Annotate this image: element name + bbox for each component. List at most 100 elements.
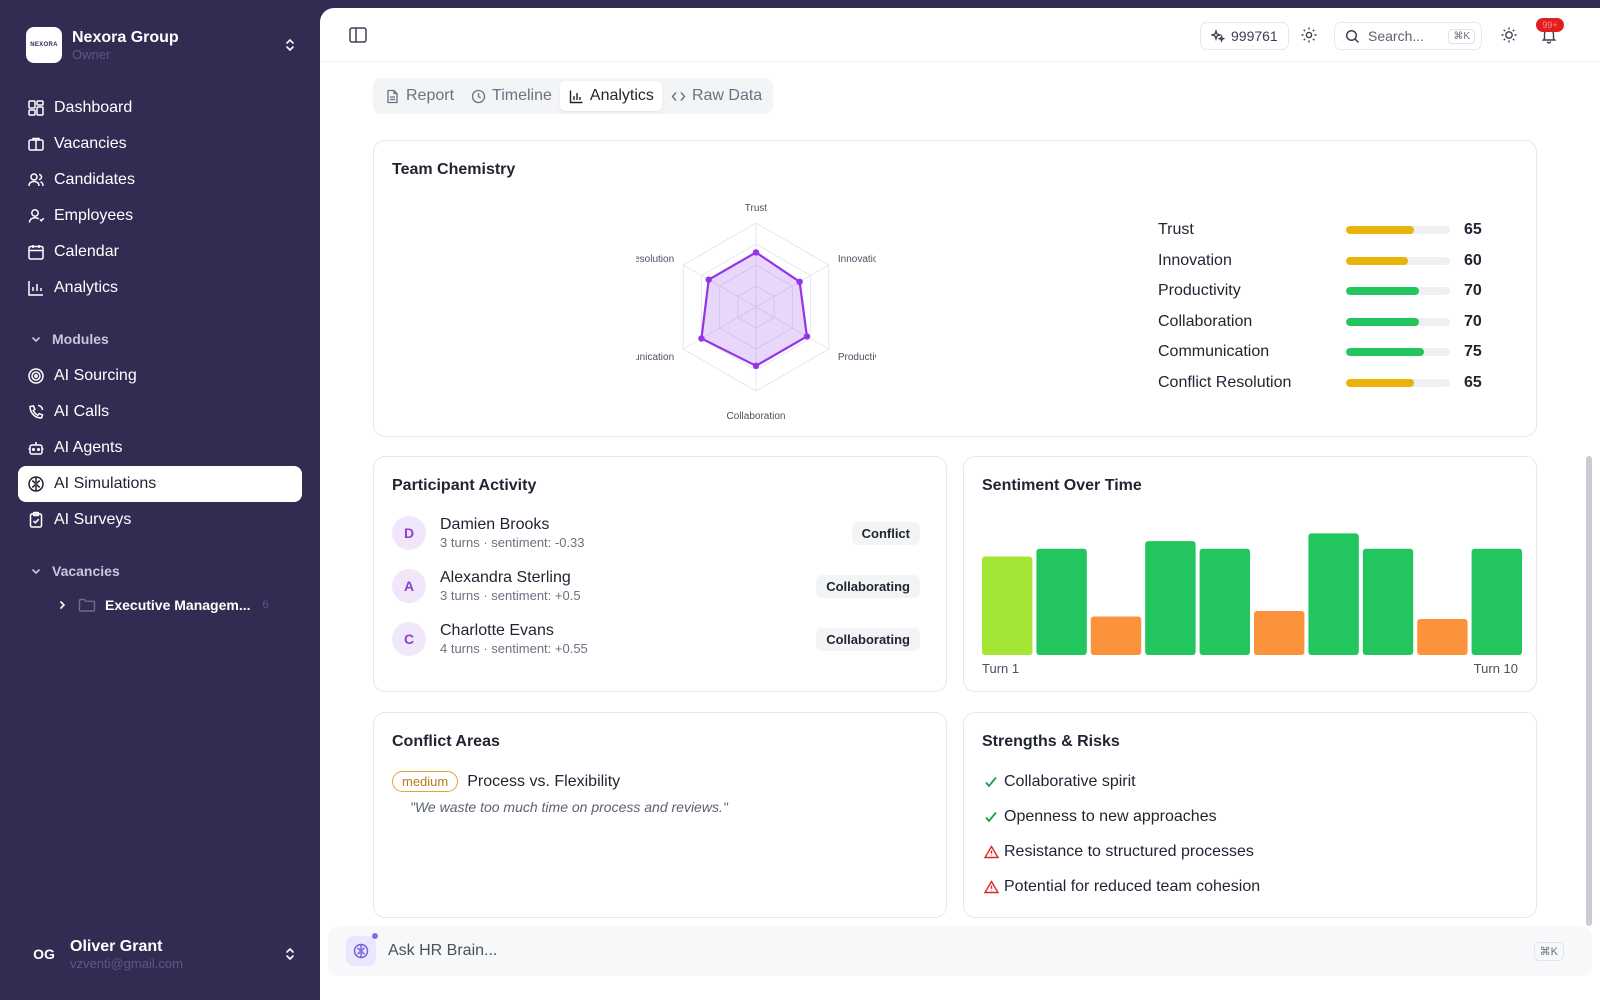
sidebar: NEXORA Nexora Group Owner Dashboard Vaca… [0,0,318,1000]
ask-hr-brain-bar[interactable]: Ask HR Brain... ⌘K [328,926,1592,976]
metric-label: Communication [1158,343,1270,360]
strength-label: Collaborative spirit [1004,773,1136,790]
radar-axis-label: Productivi [838,352,876,363]
file-icon [387,89,398,103]
risk-item: Resistance to structured processes [982,841,1254,863]
bar-chart-icon [28,281,43,296]
x-axis-start-label: Turn 1 [982,661,1020,676]
tab-analytics[interactable]: Analytics [559,81,662,111]
user-email: vzventi@gmail.com [70,956,183,971]
participant-meta: 4 turns · sentiment: +0.55 [440,641,588,656]
modules-section-toggle[interactable]: Modules [18,322,302,356]
search-icon [1345,29,1360,43]
risk-item: Potential for reduced team cohesion [982,876,1260,898]
chevron-up-down-icon [282,944,298,964]
participant-row[interactable]: C Charlotte Evans 4 turns · sentiment: +… [392,619,920,659]
sentiment-bar [1199,548,1250,655]
brain-icon[interactable] [346,933,378,966]
tree-item-label: Executive Managem... [105,597,251,613]
nav-label: AI Sourcing [54,367,137,384]
nav-item-employees[interactable]: Employees [18,198,302,234]
tab-timeline[interactable]: Timeline [462,81,560,111]
sentiment-bar [1254,611,1305,655]
org-switcher[interactable]: NEXORA Nexora Group Owner [26,26,298,64]
metric-bar-fill [1346,317,1419,326]
nav-item-calendar[interactable]: Calendar [18,234,302,270]
chevron-down-icon [31,336,41,343]
nav-item-analytics[interactable]: Analytics [18,270,302,306]
nav-item-ai-agents[interactable]: AI Agents [18,430,302,466]
radar-point [796,278,803,285]
nav-label: Analytics [54,279,119,296]
metric-row: Innovation 60 [1158,250,1488,272]
tab-report[interactable]: Report [376,81,462,111]
vacancies-section-toggle[interactable]: Vacancies [18,554,302,588]
clipboard-icon [29,511,43,528]
metric-bar-fill [1346,348,1424,356]
metric-label: Productivity [1158,282,1241,299]
code-icon [671,91,686,101]
credits-button[interactable]: 999761 [1200,22,1289,50]
gear-icon[interactable] [1300,26,1318,44]
avatar: A [392,569,426,603]
search-input[interactable]: Search... ⌘K [1334,22,1482,50]
ask-shortcut: ⌘K [1533,941,1564,961]
nav-item-ai-sourcing[interactable]: AI Sourcing [18,358,302,394]
nav-item-dashboard[interactable]: Dashboard [18,90,302,126]
metric-value: 75 [1464,343,1482,360]
risk-label: Resistance to structured processes [1004,843,1254,860]
card-title: Strengths & Risks [982,733,1120,750]
nav-label: AI Calls [54,403,110,420]
metric-row: Productivity 70 [1158,280,1488,302]
warning-icon [982,878,1000,896]
tree-item-executive-management[interactable]: Executive Managem... 6 [18,588,302,622]
brain-icon [28,476,44,492]
nav-label: Dashboard [54,99,133,116]
radar-axis-label: Innovatio [838,254,876,265]
x-axis-end-label: Turn 10 [1473,661,1518,676]
radar-point [803,333,811,340]
tab-label: Raw Data [691,87,763,104]
strength-item: Openness to new approaches [982,806,1217,828]
topbar: 999761 Search... ⌘K 99+ [320,8,1600,62]
scrollbar[interactable] [1586,456,1592,926]
nav-item-vacancies[interactable]: Vacancies [18,126,302,162]
conflict-quote: "We waste too much time on process and r… [410,799,728,815]
participant-row[interactable]: A Alexandra Sterling 3 turns · sentiment… [392,566,920,606]
nav-item-ai-surveys[interactable]: AI Surveys [18,502,302,538]
status-dot [372,933,378,939]
main-nav: Dashboard Vacancies Candidates Employees… [18,90,302,306]
metric-value: 65 [1464,373,1482,391]
card-title: Conflict Areas [392,733,500,750]
search-shortcut: ⌘K [1448,28,1475,44]
metric-bar [1346,287,1450,295]
chevron-up-down-icon [282,35,298,55]
status-badge: Conflict [851,521,920,545]
tab-raw-data[interactable]: Raw Data [662,81,770,111]
severity-badge: medium [392,771,459,792]
user-menu[interactable]: OG Oliver Grant vzventi@gmail.com [26,936,298,972]
nav-item-candidates[interactable]: Candidates [18,162,302,198]
radar-axis-line [683,306,757,350]
nav-label: AI Simulations [54,475,157,492]
participant-name: Charlotte Evans [440,622,554,639]
conflict-areas-card: Conflict Areas medium Process vs. Flexib… [373,712,947,918]
sentiment-bar [1145,541,1196,655]
radar-point [705,276,712,283]
sentiment-bar [1090,616,1142,655]
tab-label: Report [406,87,455,104]
nav-item-ai-calls[interactable]: AI Calls [18,394,302,430]
participant-activity-card: Participant Activity D Damien Brooks 3 t… [373,456,947,692]
radar-point [752,362,760,369]
metric-label: Trust [1158,221,1194,238]
participant-row[interactable]: D Damien Brooks 3 turns · sentiment: -0.… [392,513,920,553]
nav-label: Candidates [54,171,135,188]
radar-axis-label: mmunication [636,352,674,363]
sentiment-card: Sentiment Over Time Turn 1 Turn 10 [963,456,1537,692]
nav-item-ai-simulations[interactable]: AI Simulations [18,466,302,502]
theme-toggle-icon[interactable] [1500,26,1518,44]
metric-bar [1346,348,1450,356]
sentiment-bar [1417,619,1468,655]
sidebar-toggle-icon[interactable] [348,26,368,44]
metric-row: Conflict Resolution 65 [1158,372,1488,394]
